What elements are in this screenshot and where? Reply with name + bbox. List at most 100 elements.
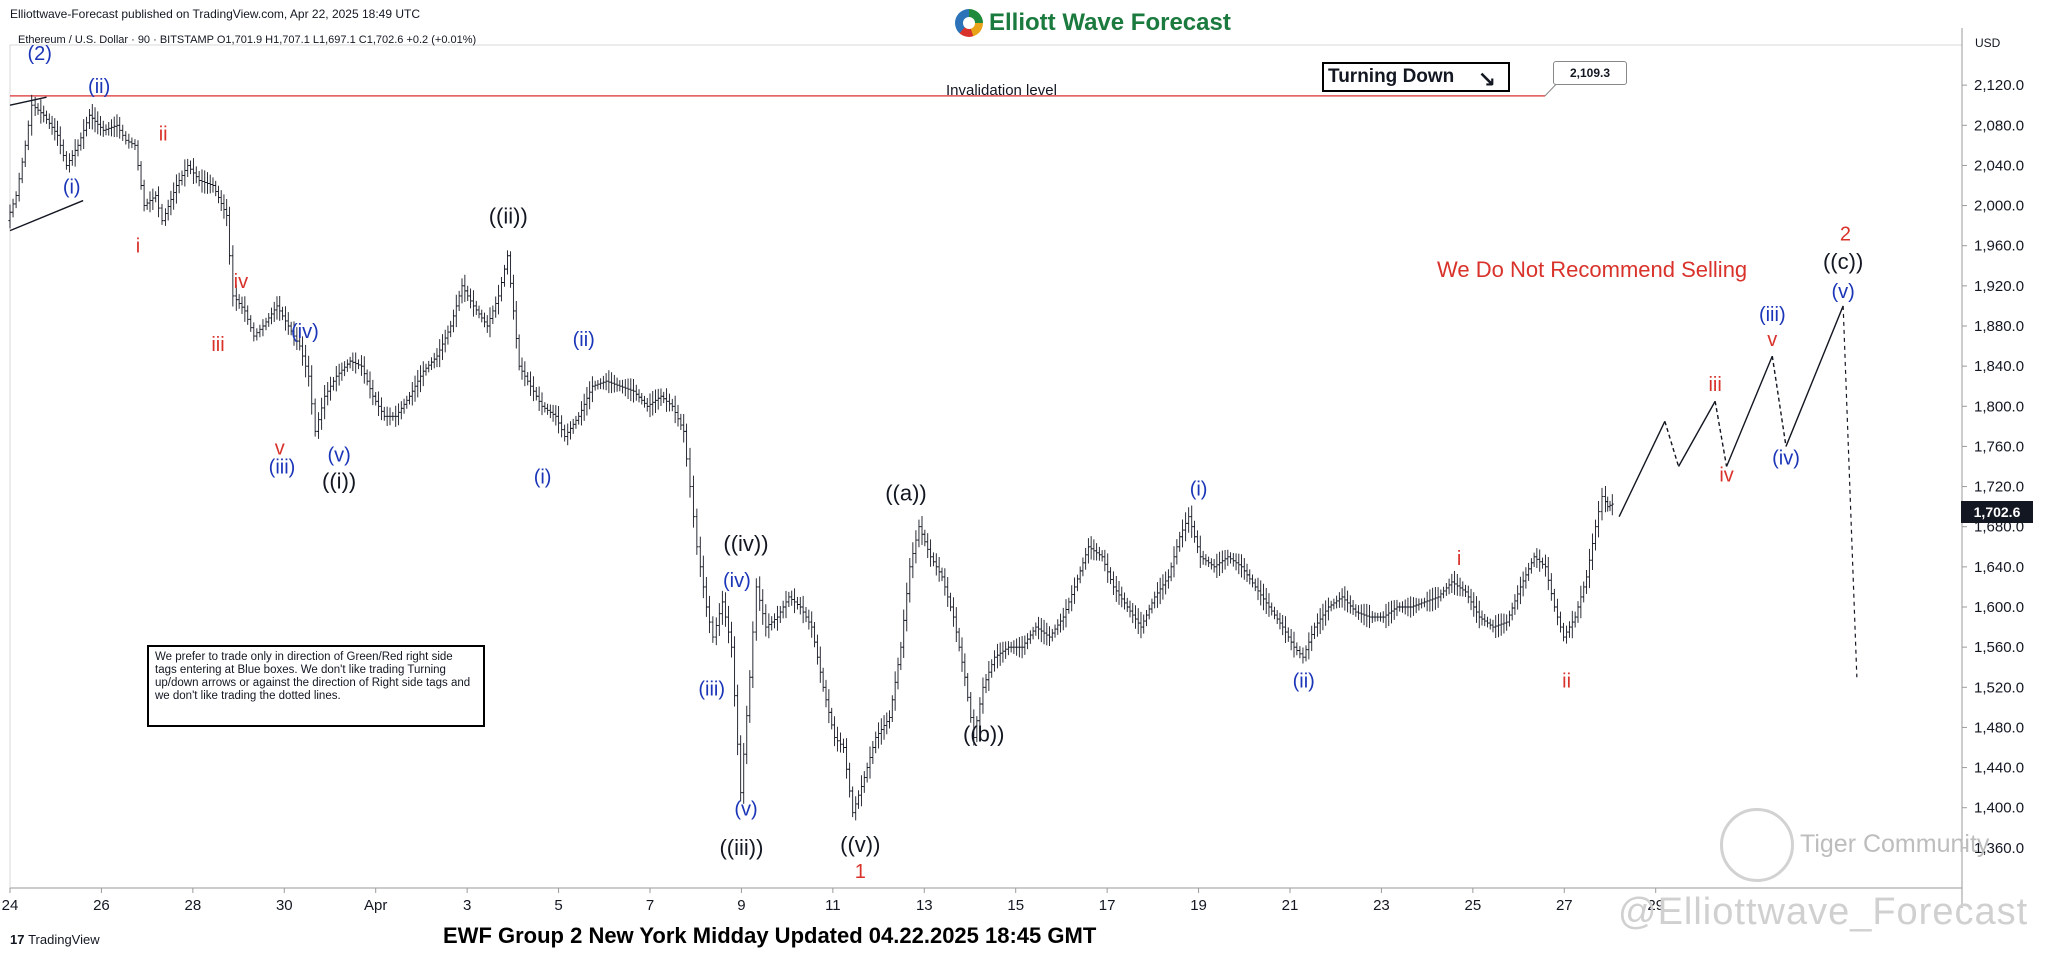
tv-mark-icon: 17 xyxy=(10,932,29,947)
price-bar xyxy=(691,475,696,528)
price-bar xyxy=(1480,610,1484,626)
price-bar xyxy=(407,392,412,405)
price-bar xyxy=(435,348,439,368)
price-bar xyxy=(514,301,518,349)
price-bar xyxy=(1045,622,1049,646)
x-tick-label: 5 xyxy=(554,897,562,914)
price-bar xyxy=(879,718,883,745)
price-bar xyxy=(505,250,510,275)
price-bar xyxy=(1436,587,1440,608)
price-bar xyxy=(593,380,597,391)
price-bar xyxy=(792,588,797,614)
brand-name: Elliott Wave Forecast xyxy=(989,9,1231,36)
price-bar xyxy=(1207,556,1211,568)
tradingview-logo[interactable]: 17 TradingView xyxy=(10,932,100,947)
price-bar xyxy=(528,371,533,396)
price-bar xyxy=(871,740,875,765)
price-bar xyxy=(1195,530,1200,554)
price-bar xyxy=(804,606,808,623)
price-bar xyxy=(1226,549,1230,566)
price-bar xyxy=(104,124,108,136)
price-bar xyxy=(537,386,541,411)
price-bar xyxy=(1400,601,1405,613)
price-bar xyxy=(679,413,683,431)
price-bar xyxy=(11,198,15,218)
price-bar xyxy=(1072,577,1077,604)
price-bar xyxy=(620,379,625,394)
price-bar xyxy=(151,188,155,210)
price-bar xyxy=(844,738,849,779)
price-bar xyxy=(667,393,672,412)
y-tick-label: 1,640.0 xyxy=(1974,559,2024,576)
price-bar xyxy=(835,726,840,752)
price-bar xyxy=(770,616,774,631)
x-tick-label: 9 xyxy=(737,897,745,914)
wave-label: 1 xyxy=(855,861,866,883)
price-bar xyxy=(1136,608,1140,634)
price-bar xyxy=(304,344,308,378)
price-bar xyxy=(1524,567,1528,589)
price-bar xyxy=(1084,547,1088,570)
wave-label: (2) xyxy=(27,43,51,65)
price-bar xyxy=(1420,598,1424,609)
price-bar xyxy=(1409,596,1413,618)
price-bar xyxy=(73,139,77,167)
price-bar xyxy=(1201,550,1205,565)
price-bar xyxy=(1359,604,1363,623)
price-bar xyxy=(523,361,527,387)
price-bar xyxy=(1264,588,1268,614)
price-bar xyxy=(258,324,262,338)
price-bar xyxy=(761,589,765,625)
price-bar xyxy=(1070,585,1074,612)
price-bar xyxy=(508,251,513,288)
price-bar xyxy=(1212,559,1216,573)
price-bar xyxy=(1150,598,1154,614)
price-bar xyxy=(1131,602,1135,624)
price-bar xyxy=(1245,563,1249,582)
price-bar xyxy=(1513,594,1517,615)
price-bar xyxy=(859,775,864,807)
price-bar xyxy=(1485,616,1490,628)
y-tick-label: 1,520.0 xyxy=(1974,679,2024,696)
price-bar xyxy=(58,126,62,155)
x-tick-label: 15 xyxy=(1007,897,1024,914)
price-bar xyxy=(432,352,436,369)
price-bar xyxy=(1346,590,1350,613)
price-bar xyxy=(1315,613,1320,637)
price-bar xyxy=(934,553,938,576)
price-bar xyxy=(211,177,215,193)
price-bar xyxy=(1439,589,1443,602)
wave-label: ii xyxy=(1562,670,1571,692)
price-bar xyxy=(767,613,771,639)
price-bar xyxy=(969,691,973,723)
price-bar xyxy=(714,617,718,646)
price-bar xyxy=(778,606,782,624)
turning-down-box: Turning Down ↘ xyxy=(1322,62,1510,92)
price-bar xyxy=(1128,600,1132,618)
price-bar xyxy=(1425,591,1429,612)
price-bar xyxy=(975,716,979,743)
watermark-community: Tiger Community xyxy=(1800,830,1990,858)
price-bar xyxy=(1034,622,1038,636)
price-bar xyxy=(67,153,72,173)
price-bar xyxy=(610,372,614,394)
price-bar xyxy=(1031,626,1035,640)
price-bar xyxy=(896,657,900,690)
price-bar xyxy=(1455,574,1459,596)
price-bar xyxy=(127,133,131,149)
price-bar xyxy=(1491,619,1495,633)
price-bar xyxy=(827,689,831,724)
price-bar xyxy=(399,401,403,420)
price-bar xyxy=(1231,553,1235,567)
price-bar xyxy=(585,387,589,416)
price-bar xyxy=(1223,549,1227,570)
projection-leg-dotted xyxy=(1714,401,1728,467)
projection-leg xyxy=(1618,421,1666,517)
price-bar xyxy=(588,381,592,410)
price-bar xyxy=(1192,520,1197,543)
price-bar xyxy=(172,182,176,210)
price-bar xyxy=(1017,636,1021,658)
price-bar xyxy=(642,395,647,408)
price-bar xyxy=(1584,569,1589,594)
